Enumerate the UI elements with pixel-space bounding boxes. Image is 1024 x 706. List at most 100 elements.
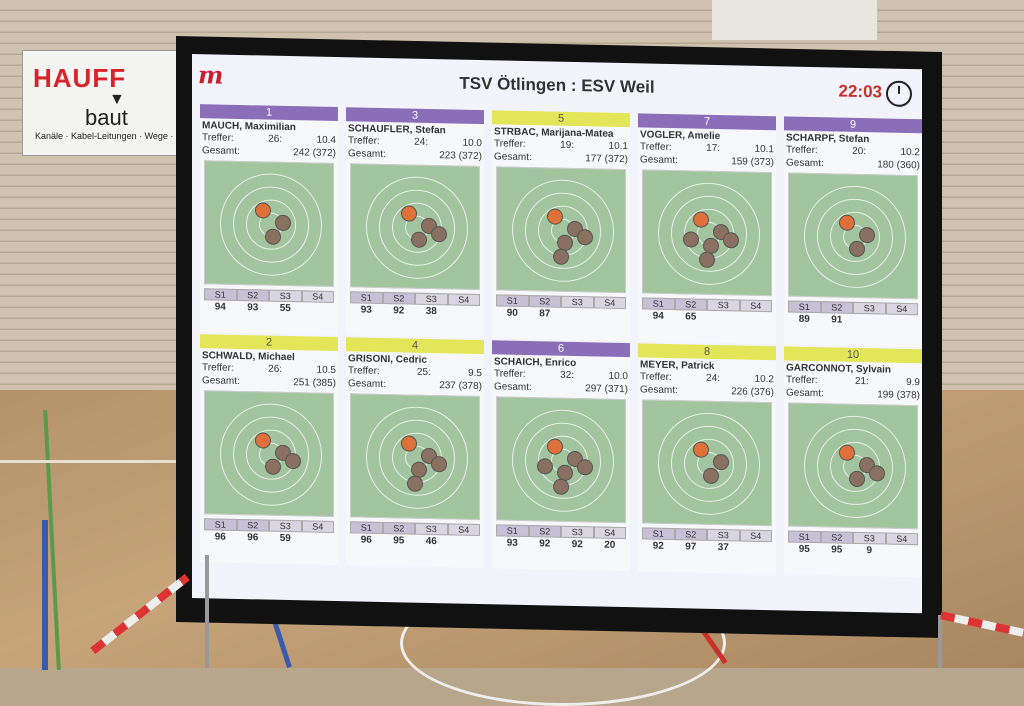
- series-tab-s4[interactable]: S4: [301, 290, 334, 303]
- hits-label: Treffer:: [348, 135, 380, 147]
- hits-count: 26:: [268, 363, 283, 375]
- series-tab-s3[interactable]: S3: [269, 289, 302, 303]
- series-tab-s4[interactable]: S4: [447, 293, 480, 307]
- last-shot-value: 10.0: [608, 370, 628, 383]
- match-title: TSV Ötlingen : ESV Weil: [459, 73, 655, 97]
- series-scores: 93 92 92 20: [496, 537, 626, 551]
- series-score-s3: 59: [279, 532, 291, 545]
- series-tab-s3[interactable]: S3: [561, 295, 594, 309]
- series-tab-s2[interactable]: S2: [528, 295, 561, 308]
- total-score: 297 (371): [585, 383, 628, 396]
- banner-line: Kanäle · Kabel-Leitungen · Wege · V: [35, 131, 182, 141]
- series-tab-s1[interactable]: S1: [642, 527, 675, 541]
- lane-panel: 9 SCHARPF, Stefan Treffer: 20: 10.2 Gesamt: 18…: [784, 116, 922, 348]
- lane-panel: 6 SCHAICH, Enrico Treffer: 32: 10.0 Gesamt: 29…: [492, 340, 630, 572]
- series-tab-s3[interactable]: S3: [707, 298, 740, 312]
- total-label: Gesamt:: [640, 154, 678, 167]
- series-tab-s2[interactable]: S2: [382, 521, 415, 535]
- series-tab-s3[interactable]: S3: [853, 301, 886, 315]
- hits-count: 25:: [416, 366, 431, 379]
- series-tab-s2[interactable]: S2: [674, 298, 707, 311]
- shot-marker: [849, 470, 865, 488]
- total-score: 177 (372): [585, 153, 628, 166]
- series-scores: 92 97 37: [642, 540, 772, 554]
- series-score-s4: [448, 536, 481, 548]
- series-tab-s1[interactable]: S1: [204, 518, 237, 531]
- series-score-s2: 95: [393, 535, 405, 547]
- series-score-s2: 87: [539, 308, 551, 320]
- series-tab-s3[interactable]: S3: [269, 519, 302, 533]
- series-tab-s3[interactable]: S3: [415, 292, 448, 306]
- series-tab-s1[interactable]: S1: [496, 294, 529, 308]
- series-tab-s1[interactable]: S1: [350, 291, 383, 304]
- series-tab-s3[interactable]: S3: [707, 528, 740, 542]
- series-tab-s4[interactable]: S4: [885, 302, 918, 316]
- arrow-down-icon: ▼: [109, 91, 125, 108]
- series-tab-s3[interactable]: S3: [853, 531, 886, 545]
- series-tab-s1[interactable]: S1: [788, 300, 821, 314]
- stopwatch-icon: [886, 80, 912, 108]
- series-scores: 96 95 46: [350, 534, 480, 548]
- series-tab-s4[interactable]: S4: [885, 532, 918, 546]
- shot-marker: [275, 214, 291, 232]
- series-score-s1: 94: [652, 310, 664, 322]
- series-tab-s2[interactable]: S2: [674, 528, 707, 541]
- series-tab-s4[interactable]: S4: [739, 529, 772, 543]
- total-label: Gesamt:: [640, 384, 678, 397]
- banner-sub: baut: [85, 105, 128, 130]
- series-tab-s3[interactable]: S3: [561, 525, 594, 539]
- last-shot-value: 10.5: [316, 364, 336, 377]
- series-tab-s4[interactable]: S4: [593, 526, 626, 540]
- series-tab-s2[interactable]: S2: [820, 531, 853, 544]
- series-tab-s1[interactable]: S1: [788, 530, 821, 544]
- series-score-s3: 46: [425, 535, 437, 548]
- last-shot-value: 10.1: [608, 140, 628, 153]
- series-score-s2: 91: [831, 314, 843, 326]
- series-tab-s2[interactable]: S2: [236, 288, 269, 302]
- total-row: Gesamt: 297 (371): [492, 380, 630, 396]
- hits-count: 26:: [268, 133, 283, 145]
- series-score-s1: 92: [652, 540, 664, 552]
- total-label: Gesamt:: [786, 157, 824, 170]
- series-score-s4: [448, 306, 481, 318]
- shooting-target: [350, 163, 480, 291]
- series-tab-s4[interactable]: S4: [593, 296, 626, 310]
- lane-panel: 7 VOGLER, Amelie Treffer: 17: 10.1 Gesamt: 159…: [638, 113, 776, 345]
- series-score-s2: 97: [685, 541, 697, 553]
- series-score-s1: 93: [360, 304, 372, 316]
- total-label: Gesamt:: [494, 381, 532, 394]
- series-tab-s3[interactable]: S3: [415, 522, 448, 536]
- series-tab-s2[interactable]: S2: [236, 518, 269, 532]
- hits-count: 24:: [414, 136, 429, 148]
- total-label: Gesamt:: [786, 387, 824, 400]
- series-tab-s1[interactable]: S1: [204, 288, 237, 301]
- shot-marker: [255, 202, 271, 219]
- series-tab-s2[interactable]: S2: [528, 525, 561, 538]
- hits-count: 32:: [560, 369, 575, 382]
- series-score-s3: [853, 315, 886, 327]
- series-tab-s2[interactable]: S2: [382, 291, 415, 305]
- shot-marker: [547, 438, 563, 455]
- total-row: Gesamt: 199 (378): [784, 386, 922, 402]
- shot-marker: [713, 453, 729, 471]
- lane-panel: 4 GRISONI, Cedric Treffer: 25: 9.5 Gesamt: 237…: [346, 337, 484, 569]
- series-tab-s1[interactable]: S1: [350, 521, 383, 534]
- shot-marker: [431, 226, 447, 243]
- series-score-s1: 96: [214, 531, 226, 543]
- series-tab-s4[interactable]: S4: [301, 520, 334, 533]
- total-score: 237 (378): [439, 380, 482, 393]
- series-tab-s4[interactable]: S4: [447, 523, 480, 537]
- series-tab-s2[interactable]: S2: [820, 301, 853, 314]
- shot-marker: [839, 214, 855, 231]
- series-tab-s1[interactable]: S1: [496, 524, 529, 538]
- hits-label: Treffer:: [786, 144, 818, 157]
- hits-count: 20:: [852, 145, 867, 158]
- series-tab-s1[interactable]: S1: [642, 297, 675, 311]
- hits-label: Treffer:: [202, 362, 234, 374]
- hits-label: Treffer:: [640, 371, 672, 384]
- series-scores: 89 91: [788, 313, 918, 327]
- total-row: Gesamt: 223 (372): [346, 147, 484, 163]
- series-score-s3: 55: [279, 302, 291, 315]
- total-score: 242 (372): [293, 147, 336, 160]
- series-tab-s4[interactable]: S4: [739, 299, 772, 313]
